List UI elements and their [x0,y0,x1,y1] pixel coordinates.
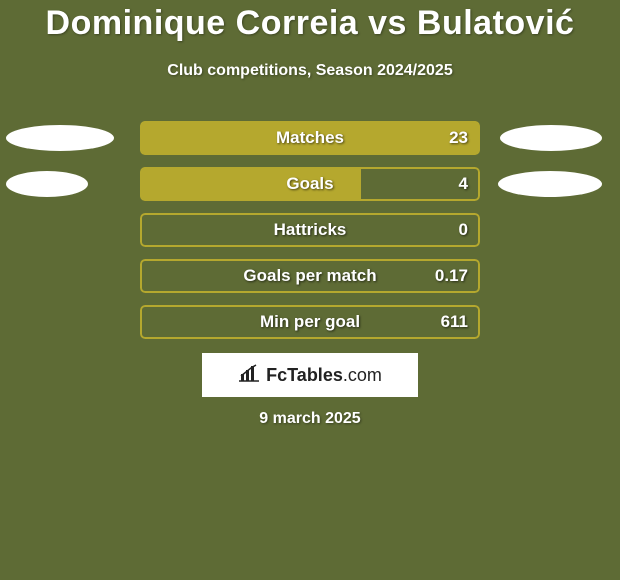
stat-value: 611 [140,312,468,332]
stats-list: Matches23Goals4Hattricks0Goals per match… [0,118,620,348]
stat-row: Hattricks0 [0,210,620,256]
left-value-ellipse [6,171,88,197]
snapshot-date: 9 march 2025 [0,410,620,428]
stat-value: 23 [140,128,468,148]
comparison-card: Dominique Correia vs Bulatović Club comp… [0,0,620,580]
stat-row: Matches23 [0,118,620,164]
logo-text: FcTables.com [266,365,382,386]
left-value-ellipse [6,125,114,151]
logo-text-bold: FcTables [266,365,343,385]
stat-row: Goals per match0.17 [0,256,620,302]
bar-chart-icon [238,364,260,387]
page-subtitle: Club competitions, Season 2024/2025 [0,62,620,80]
right-value-ellipse [500,125,602,151]
logo-text-light: .com [343,365,382,385]
stat-value: 0.17 [140,266,468,286]
logo-box: FcTables.com [202,353,418,397]
page-title: Dominique Correia vs Bulatović [0,4,620,43]
stat-value: 0 [140,220,468,240]
stat-row: Min per goal611 [0,302,620,348]
stat-row: Goals4 [0,164,620,210]
stat-value: 4 [140,174,468,194]
right-value-ellipse [498,171,602,197]
